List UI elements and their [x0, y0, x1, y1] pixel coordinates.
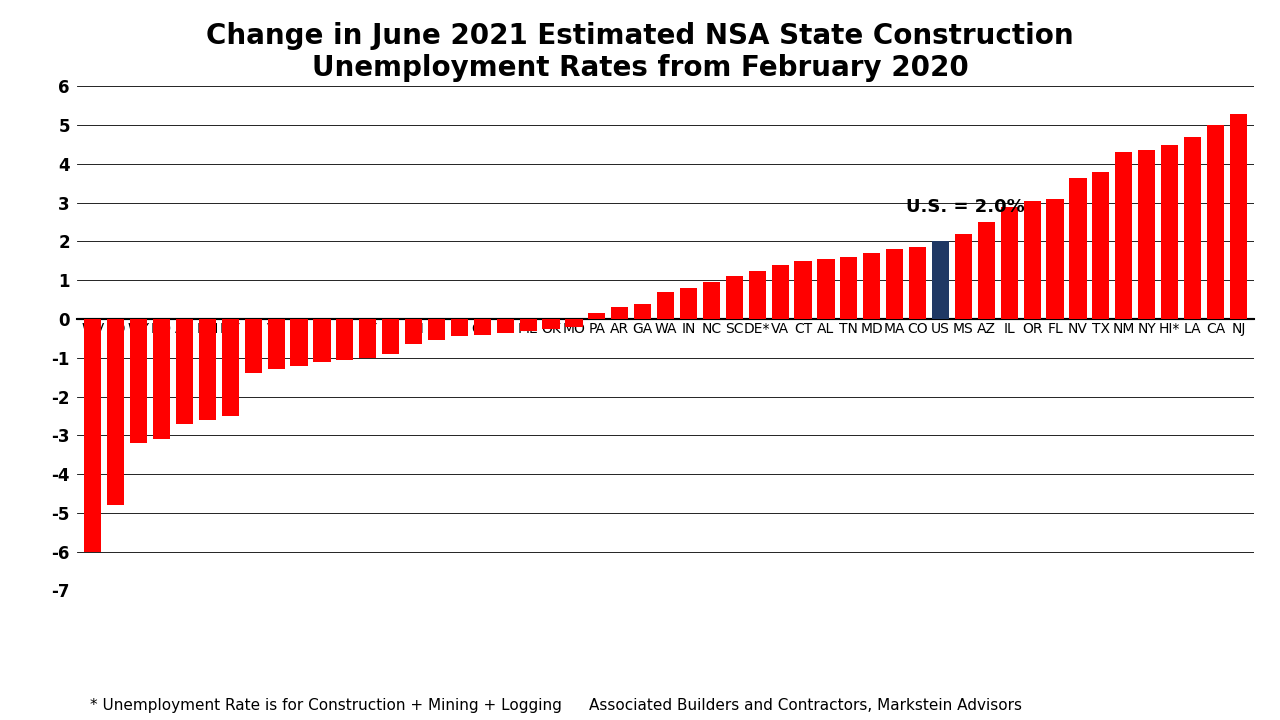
Bar — [1207, 125, 1224, 319]
Bar — [108, 319, 124, 505]
Bar — [1069, 178, 1087, 319]
Bar — [131, 319, 147, 443]
Bar — [932, 241, 948, 319]
Bar — [84, 319, 101, 552]
Bar — [1092, 171, 1110, 319]
Bar — [634, 304, 652, 319]
Text: U.S. = 2.0%: U.S. = 2.0% — [906, 198, 1025, 216]
Bar — [198, 319, 216, 420]
Bar — [1138, 150, 1156, 319]
Bar — [1024, 201, 1041, 319]
Bar — [154, 319, 170, 439]
Bar — [703, 282, 721, 319]
Bar — [611, 307, 628, 319]
Bar — [221, 319, 239, 416]
Bar — [1001, 207, 1018, 319]
Bar — [657, 292, 675, 319]
Bar — [1047, 199, 1064, 319]
Bar — [818, 259, 835, 319]
Bar — [589, 313, 605, 319]
Bar — [680, 288, 698, 319]
Text: Change in June 2021 Estimated NSA State Construction
Unemployment Rates from Feb: Change in June 2021 Estimated NSA State … — [206, 22, 1074, 82]
Bar — [383, 319, 399, 354]
Bar — [955, 234, 972, 319]
Bar — [1230, 114, 1247, 319]
Bar — [566, 319, 582, 327]
Text: Associated Builders and Contractors, Markstein Advisors: Associated Builders and Contractors, Mar… — [589, 698, 1021, 713]
Bar — [497, 319, 513, 333]
Bar — [726, 276, 742, 319]
Bar — [337, 319, 353, 360]
Text: * Unemployment Rate is for Construction + Mining + Logging: * Unemployment Rate is for Construction … — [90, 698, 562, 713]
Bar — [451, 319, 468, 336]
Bar — [291, 319, 307, 366]
Bar — [1184, 137, 1201, 319]
Bar — [520, 319, 536, 330]
Bar — [978, 222, 995, 319]
Bar — [175, 319, 193, 423]
Bar — [428, 319, 445, 341]
Bar — [1115, 153, 1133, 319]
Bar — [909, 247, 927, 319]
Bar — [863, 253, 881, 319]
Bar — [886, 249, 904, 319]
Bar — [543, 319, 559, 329]
Bar — [268, 319, 284, 369]
Bar — [772, 265, 788, 319]
Bar — [314, 319, 330, 361]
Bar — [1161, 145, 1178, 319]
Bar — [404, 319, 422, 344]
Bar — [244, 319, 262, 373]
Bar — [749, 271, 765, 319]
Bar — [360, 319, 376, 358]
Bar — [795, 261, 812, 319]
Bar — [840, 257, 858, 319]
Bar — [474, 319, 492, 335]
